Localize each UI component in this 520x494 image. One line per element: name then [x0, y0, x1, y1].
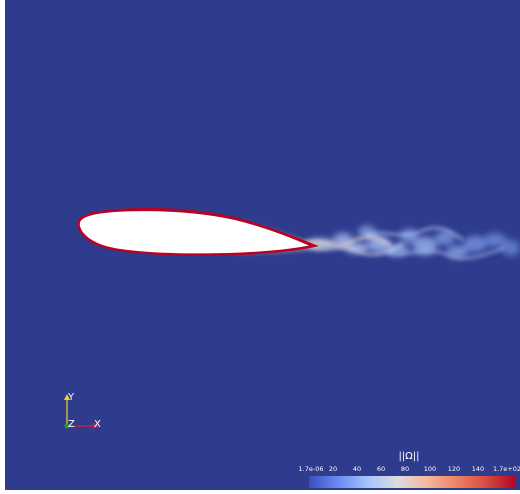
colorbar-tick: 40 [352, 465, 362, 473]
colorbar-tick: 140 [471, 465, 485, 473]
airfoil[interactable] [77, 207, 319, 256]
colorbar-tick: 1.7e+02 [492, 465, 520, 473]
colorbar-gradient [309, 476, 515, 488]
colorbar-tick: 1.7e-06 [298, 465, 324, 473]
x-axis-arrow [93, 423, 99, 429]
colorbar-tick: 80 [400, 465, 410, 473]
colorbar-tick: 100 [423, 465, 437, 473]
wake-blob [400, 229, 418, 243]
y-axis-label: Y [68, 392, 75, 403]
wake-blob [446, 246, 468, 258]
wake-blob [368, 236, 390, 252]
colorbar-ticks: 1.7e-06 20 40 60 80 100 120 140 1.7e+02 [299, 465, 520, 475]
colorbar-title: ||Ω|| [398, 451, 420, 462]
wake-streak [384, 247, 506, 260]
wake-blob [484, 233, 506, 247]
wake-blob [345, 243, 369, 253]
wake-streak [304, 235, 392, 248]
y-axis-arrow [64, 394, 70, 400]
render-viewport[interactable]: Y Z X ||Ω|| 1.7e-06 20 40 60 80 100 120 … [5, 0, 520, 490]
wake-region [304, 226, 520, 260]
wake-blob [463, 236, 487, 252]
wake-blob [358, 226, 376, 238]
wake-streak [309, 243, 404, 256]
flow-visualization[interactable] [5, 0, 520, 490]
orientation-axes [64, 394, 99, 429]
airfoil-body [79, 211, 310, 254]
wake-blob [502, 240, 520, 256]
z-axis-label: Z [68, 419, 75, 430]
wake-streak [364, 226, 464, 241]
x-axis-label: X [94, 419, 101, 430]
colorbar-tick: 20 [328, 465, 338, 473]
z-axis-dot [64, 423, 70, 429]
colorbar-tick: 120 [447, 465, 461, 473]
color-legend[interactable]: ||Ω|| 1.7e-06 20 40 60 80 100 120 140 1.… [299, 451, 520, 490]
colorbar-tick: 60 [376, 465, 386, 473]
wake-blob [435, 231, 455, 245]
